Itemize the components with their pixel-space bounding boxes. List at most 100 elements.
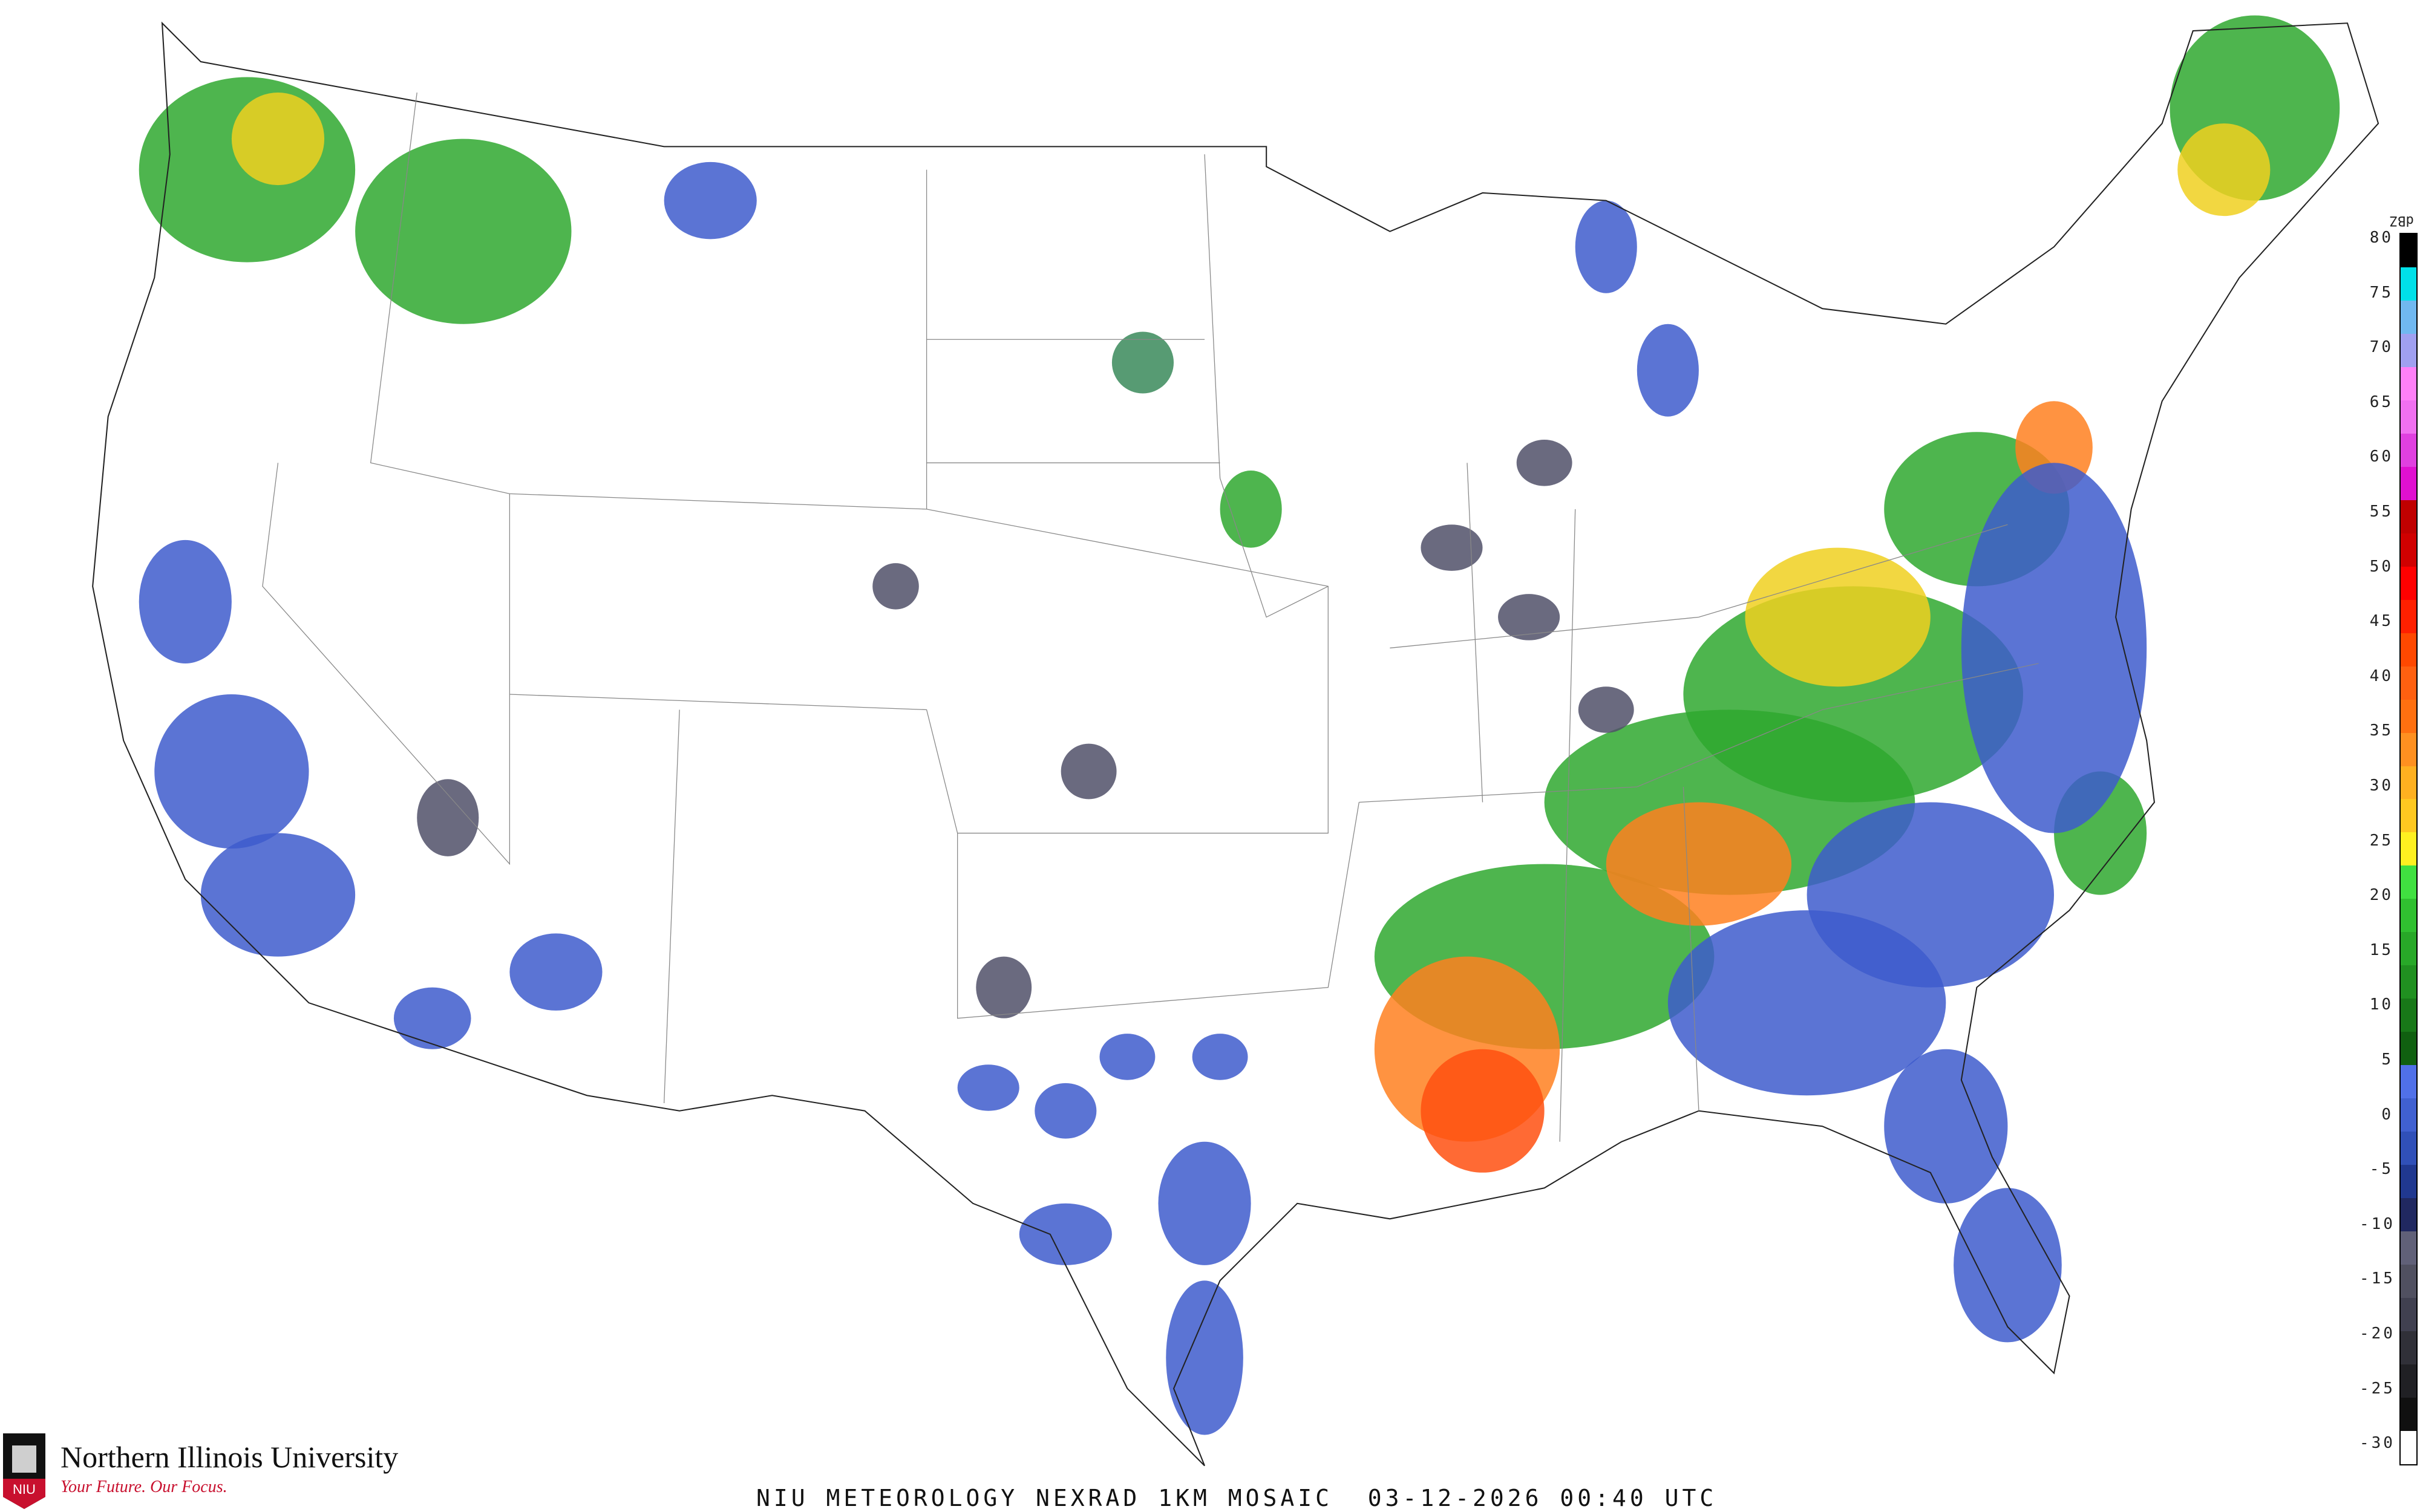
niu-logo-icon: NIU [3,1433,45,1509]
legend-color-band [2401,899,2416,933]
legend-color-band [2401,732,2416,766]
radar-echo [1192,1034,1248,1080]
legend-color-band [2401,799,2416,833]
legend-color-band [2401,1132,2416,1165]
radar-echo [1019,1203,1112,1265]
radar-echo [200,833,356,957]
legend-tick-label: 0 [2381,1105,2393,1124]
legend-color-band [2401,1165,2416,1199]
legend-color-band [2401,466,2416,500]
radar-echo [1099,1034,1156,1080]
legend-color-band [2401,1032,2416,1066]
legend-tick-label: 30 [2369,777,2393,795]
legend-color-band [2401,267,2416,301]
radar-echo [1961,463,2147,833]
radar-echo [2177,123,2271,217]
legend-color-band [2401,1397,2416,1431]
university-tagline: Your Future. Our Focus. [60,1478,227,1496]
legend-tick-label: -25 [2360,1379,2395,1398]
radar-echo [1606,802,1792,926]
radar-echo [355,138,572,324]
legend-color-band [2401,865,2416,899]
radar-echo [664,161,757,240]
legend-tick-label: 70 [2369,338,2393,357]
legend-tick-label: 20 [2369,886,2393,905]
legend-tick-label: 50 [2369,557,2393,576]
radar-echo [1575,200,1637,293]
radar-echo [1745,547,1931,687]
reflectivity-color-scale [2399,233,2418,1465]
radar-echo [1421,524,1483,571]
legend-tick-label: 65 [2369,393,2393,411]
radar-echo [139,539,232,663]
radar-echo [872,563,919,610]
radar-echo [976,956,1032,1018]
legend-color-band [2401,1098,2416,1132]
legend-tick-label: 60 [2369,448,2393,466]
legend-color-band [2401,599,2416,633]
radar-echo [1516,440,1572,486]
radar-echo [509,933,603,1011]
legend-color-band [2401,1364,2416,1398]
legend-color-band [2401,965,2416,999]
legend-tick-label: 35 [2369,722,2393,740]
radar-echo [1498,594,1560,640]
legend-unit: dBZ [2390,213,2414,228]
legend-tick-label: 45 [2369,612,2393,631]
legend-color-band [2401,832,2416,866]
radar-echoes [139,15,2340,1435]
legend-tick-label: 25 [2369,831,2393,850]
legend-color-band [2401,533,2416,567]
legend-tick-label: 55 [2369,503,2393,521]
legend-tick-label: -20 [2360,1325,2395,1343]
state-lines [262,92,2039,1142]
radar-echo [1035,1083,1097,1139]
legend-tick-label: -30 [2360,1434,2395,1453]
legend-tick-label: -5 [2369,1160,2393,1179]
legend-tick-label: 40 [2369,666,2393,685]
radar-echo [1884,1049,2008,1204]
legend-color-band [2401,932,2416,966]
legend-color-band [2401,367,2416,400]
radar-echo [154,694,309,849]
radar-echo [957,1064,1019,1111]
logo-text: NIU [13,1482,36,1497]
radar-echo [1061,743,1117,800]
legend-color-band [2401,433,2416,467]
legend-tick-label: 10 [2369,996,2393,1014]
legend-color-band [2401,766,2416,800]
legend-tick-label: 75 [2369,283,2393,302]
radar-echo [1220,471,1282,548]
legend-tick-label: -10 [2360,1214,2395,1233]
legend-color-band [2401,566,2416,600]
legend-color-band [2401,1265,2416,1298]
legend-tick-label: -15 [2360,1269,2395,1288]
radar-echo [393,987,471,1049]
radar-echo [1667,910,1946,1096]
legend-color-band [2401,666,2416,700]
radar-echo [1111,331,1174,394]
radar-echo [1578,686,1634,733]
legend-tick-label: 5 [2381,1051,2393,1069]
legend-color-band [2401,1198,2416,1232]
legend-color-band [2401,1065,2416,1099]
legend-color-band [2401,1331,2416,1364]
radar-echo [1954,1188,2062,1343]
legend-color-band [2401,999,2416,1032]
legend-color-band [2401,300,2416,334]
legend-color-band [2401,500,2416,533]
radar-echo [1158,1141,1251,1265]
legend-color-band [2401,1298,2416,1331]
legend-color-band [2401,699,2416,733]
legend-color-band [2401,234,2416,267]
radar-echo [231,93,325,186]
legend-color-band [2401,400,2416,434]
radar-echo [417,779,479,856]
radar-echo [1166,1280,1243,1435]
legend-color-band [2401,633,2416,666]
radar-echo [1421,1049,1545,1173]
legend-color-band [2401,1430,2416,1464]
conus-outline [92,21,2379,1467]
